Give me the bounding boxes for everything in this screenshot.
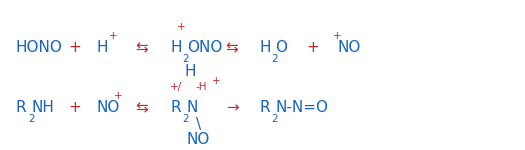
Text: NH: NH xyxy=(32,100,55,116)
Text: R: R xyxy=(259,100,270,116)
Text: NO: NO xyxy=(337,40,361,56)
Text: +: + xyxy=(68,100,81,116)
Text: +: + xyxy=(177,22,186,32)
Text: 2: 2 xyxy=(271,114,278,123)
Text: +: + xyxy=(109,31,118,41)
Text: →: → xyxy=(226,100,238,116)
Text: H: H xyxy=(171,40,182,56)
Text: -H: -H xyxy=(196,82,207,92)
Text: NO: NO xyxy=(96,100,120,116)
Text: R: R xyxy=(171,100,181,116)
Text: O: O xyxy=(275,40,287,56)
Text: N-N=O: N-N=O xyxy=(275,100,328,116)
Text: +: + xyxy=(212,76,220,86)
Text: H: H xyxy=(259,40,271,56)
Text: NO: NO xyxy=(187,132,211,147)
Text: ⇆: ⇆ xyxy=(226,40,238,56)
Text: HONO: HONO xyxy=(16,40,62,56)
Text: \: \ xyxy=(196,117,202,132)
Text: 2: 2 xyxy=(183,114,190,123)
Text: 2: 2 xyxy=(271,54,278,63)
Text: R: R xyxy=(16,100,26,116)
Text: N: N xyxy=(186,100,198,116)
Text: 2: 2 xyxy=(183,54,190,63)
Text: ⇆: ⇆ xyxy=(135,100,148,116)
Text: ⇆: ⇆ xyxy=(135,40,148,56)
Text: 2: 2 xyxy=(28,114,35,123)
Text: +: + xyxy=(114,91,123,101)
Text: ONO: ONO xyxy=(187,40,222,56)
Text: +/: +/ xyxy=(170,82,182,92)
Text: H: H xyxy=(96,40,108,56)
Text: +: + xyxy=(333,31,341,41)
Text: H: H xyxy=(185,64,196,80)
Text: +: + xyxy=(68,40,81,56)
Text: +: + xyxy=(306,40,319,56)
